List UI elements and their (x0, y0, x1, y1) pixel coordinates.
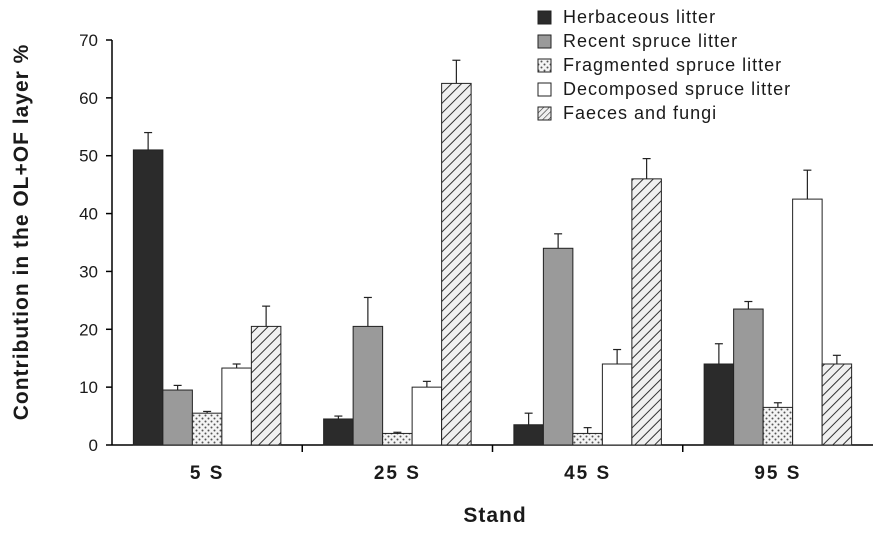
legend: Herbaceous litter Recent spruce litter Fra… (537, 7, 791, 123)
y-tick-label: 50 (79, 147, 98, 166)
legend-label-recent-spruce-litter: Recent spruce litter (563, 31, 738, 51)
bar-faeces-and-fungi-5-s (250, 325, 282, 446)
bar-faeces-and-fungi-95-s (821, 363, 853, 446)
bar-faeces-and-fungi-45-s (631, 178, 662, 446)
bar-fragmented-spruce-litter-95-s (762, 406, 794, 446)
bar-faeces-and-fungi-25-s (441, 82, 472, 446)
x-axis-title: Stand (463, 504, 526, 527)
bar-herbaceous-litter-5-s (132, 149, 164, 446)
bar-fragmented-spruce-litter-25-s (382, 432, 413, 446)
y-tick-label: 70 (79, 31, 98, 50)
bar-decomposed-spruce-litter-25-s (411, 386, 443, 446)
y-axis-title: Contribution in the OL+OF layer % (10, 44, 33, 421)
bar-decomposed-spruce-litter-45-s (601, 363, 633, 446)
bars (132, 59, 853, 446)
y-tick-label: 60 (79, 89, 98, 108)
y-tick-label: 30 (79, 262, 98, 281)
x-category-label: 5 S (190, 463, 225, 484)
bar-herbaceous-litter-45-s (513, 424, 544, 446)
bar-recent-spruce-litter-45-s (542, 247, 574, 446)
x-category-label: 45 S (564, 463, 611, 484)
x-category-label: 95 S (754, 463, 801, 484)
y-ticks: 0 10 20 30 40 50 60 70 (79, 31, 112, 455)
bar-decomposed-spruce-litter-95-s (792, 198, 823, 446)
legend-label-decomposed-spruce-litter: Decomposed spruce litter (563, 79, 791, 99)
legend-label-faeces-and-fungi: Faeces and fungi (563, 103, 717, 123)
bar-herbaceous-litter-25-s (323, 418, 354, 446)
legend-label-herbaceous-litter: Herbaceous litter (563, 7, 716, 27)
bar-decomposed-spruce-litter-5-s (221, 367, 252, 446)
bar-recent-spruce-litter-5-s (162, 389, 193, 446)
bar-recent-spruce-litter-25-s (352, 325, 384, 446)
legend-swatch-fragmented-spruce-litter (537, 58, 552, 73)
bar-herbaceous-litter-95-s (703, 363, 735, 446)
x-ticks: 5 S 25 S 45 S 95 S (190, 445, 801, 484)
bar-fragmented-spruce-litter-5-s (191, 412, 223, 446)
legend-swatch-herbaceous-litter (537, 10, 552, 25)
legend-label-fragmented-spruce-litter: Fragmented spruce litter (563, 55, 782, 75)
y-tick-label: 40 (79, 205, 98, 224)
legend-swatch-recent-spruce-litter (537, 34, 552, 49)
y-tick-label: 0 (89, 436, 98, 455)
y-tick-label: 10 (79, 378, 98, 397)
legend-swatch-decomposed-spruce-litter (537, 82, 552, 97)
bar-recent-spruce-litter-95-s (733, 308, 764, 446)
legend-swatch-faeces-and-fungi (537, 106, 552, 121)
y-tick-label: 20 (79, 320, 98, 339)
bar-fragmented-spruce-litter-45-s (572, 432, 603, 446)
x-category-label: 25 S (374, 463, 421, 484)
